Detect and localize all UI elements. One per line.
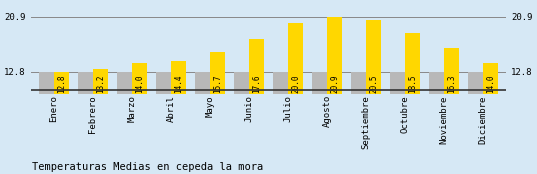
Bar (211, 52, 225, 94)
Text: Temperaturas Medias en cepeda la mora: Temperaturas Medias en cepeda la mora (32, 162, 264, 172)
Bar (390, 72, 405, 94)
Bar (366, 20, 381, 94)
Bar (132, 64, 147, 94)
Bar (273, 72, 288, 94)
Bar (234, 72, 249, 94)
Bar (39, 72, 54, 94)
Bar (328, 17, 342, 94)
Bar (429, 72, 444, 94)
Text: 12.8: 12.8 (57, 74, 66, 93)
Bar (78, 72, 93, 94)
Bar (483, 64, 498, 94)
Bar (156, 72, 171, 94)
Text: 15.7: 15.7 (213, 74, 222, 93)
Bar (117, 72, 132, 94)
Bar (54, 72, 69, 94)
Text: 17.6: 17.6 (252, 74, 261, 93)
Bar (444, 48, 459, 94)
Text: 14.0: 14.0 (135, 74, 144, 93)
Bar (288, 23, 303, 94)
Bar (171, 61, 186, 94)
Text: 18.5: 18.5 (408, 74, 417, 93)
Bar (351, 72, 366, 94)
Text: 20.9: 20.9 (330, 74, 339, 93)
Bar (405, 33, 420, 94)
Bar (195, 72, 209, 94)
Text: 20.0: 20.0 (291, 74, 300, 93)
Bar (249, 39, 264, 94)
Text: 20.5: 20.5 (369, 74, 378, 93)
Text: 16.3: 16.3 (447, 74, 456, 93)
Text: 14.4: 14.4 (174, 74, 183, 93)
Bar (93, 69, 108, 94)
Bar (468, 72, 483, 94)
Text: 13.2: 13.2 (96, 74, 105, 93)
Bar (312, 72, 326, 94)
Text: 14.0: 14.0 (487, 74, 495, 93)
